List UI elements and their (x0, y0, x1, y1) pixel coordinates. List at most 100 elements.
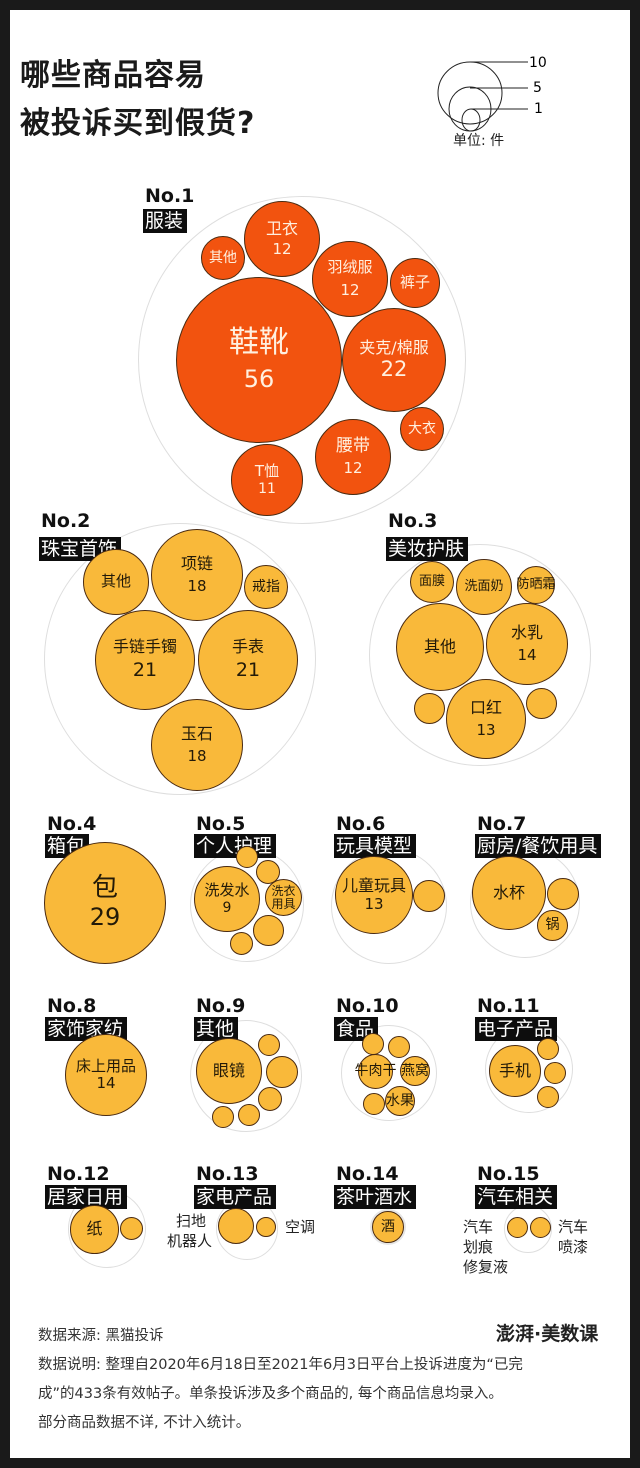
group-14-category: 茶叶酒水 (334, 1185, 417, 1209)
bubble-birdnest: 燕窝 (400, 1056, 430, 1086)
bubble-paper: 纸 (70, 1205, 119, 1254)
label-air-conditioner: 空调 (285, 1218, 316, 1236)
bubble-belt: 腰带 12 (315, 419, 391, 495)
group-6-rank: No.6 (336, 813, 386, 835)
group-14-rank: No.14 (336, 1163, 399, 1185)
bubble-sunscreen: 防晒霜 (517, 566, 556, 604)
legend-value-10: 10 (529, 55, 547, 71)
label-robot-vacuum-2: 机器人 (167, 1232, 213, 1250)
label-car-scratch-2: 划痕 (463, 1238, 494, 1256)
bubble-tshirt: T恤 11 (231, 444, 303, 516)
bubble-robot-vacuum (218, 1208, 254, 1244)
group-9-category: 其他 (194, 1017, 239, 1041)
bubble-pot: 锅 (537, 910, 568, 941)
bubble-bracelet: 手链手镯 21 (95, 610, 195, 710)
bubble-cleanser: 洗面奶 (456, 559, 512, 615)
legend-value-5: 5 (533, 80, 542, 96)
group-2-rank: No.2 (41, 510, 91, 532)
bubble-watch: 手表 21 (198, 610, 298, 710)
bubble-down-jacket: 羽绒服 12 (312, 241, 388, 317)
bubble-electronics-unlabeled-2 (544, 1062, 566, 1084)
size-legend (437, 61, 528, 132)
group-2-ring (44, 523, 316, 795)
group-1-category: 服装 (143, 209, 188, 233)
bubble-lipstick: 口红 13 (446, 679, 526, 759)
bubble-jade: 玉石 18 (151, 699, 243, 791)
group-3-category: 美妆护肤 (386, 537, 469, 561)
bubble-glasses: 眼镜 (196, 1038, 262, 1104)
legend-value-1: 1 (534, 101, 543, 117)
group-11-category: 电子产品 (475, 1017, 558, 1041)
group-5-rank: No.5 (196, 813, 246, 835)
group-7-rank: No.7 (477, 813, 527, 835)
bubble-misc-unlabeled-5 (212, 1106, 234, 1128)
bubble-necklace: 项链 18 (151, 529, 243, 621)
bubble-beauty-unlabeled-2 (526, 688, 557, 719)
group-10-rank: No.10 (336, 995, 399, 1017)
bubble-care-unlabeled-3 (253, 915, 284, 946)
group-9-ring (190, 1020, 302, 1132)
bubble-jewelry-other: 其他 (83, 549, 149, 615)
page-title-line2: 被投诉买到假货? (20, 106, 256, 141)
bubble-food-unlabeled-3 (363, 1093, 385, 1115)
bubble-electronics-unlabeled-1 (537, 1038, 559, 1060)
group-6-category: 玩具模型 (334, 834, 417, 858)
bubble-lotion: 水乳 14 (486, 603, 568, 685)
bubble-household-unlabeled (120, 1217, 143, 1240)
bubble-air-conditioner (256, 1217, 276, 1237)
group-1-ring (138, 196, 466, 524)
bubble-kitchen-unlabeled (547, 878, 579, 910)
bubble-bag: 包 29 (44, 842, 166, 964)
group-3-ring (369, 544, 591, 766)
group-3-rank: No.3 (388, 510, 438, 532)
bubble-clothes-other: 其他 (201, 236, 245, 280)
group-15-category: 汽车相关 (475, 1185, 558, 1209)
bubble-ring: 戒指 (244, 565, 288, 609)
bubble-food-unlabeled-1 (362, 1033, 384, 1055)
bubble-misc-unlabeled-3 (258, 1087, 282, 1111)
bubble-care-unlabeled-4 (230, 932, 253, 955)
bubble-food-unlabeled-2 (388, 1036, 410, 1058)
bubble-misc-unlabeled-1 (258, 1034, 280, 1056)
label-car-paint-1: 汽车 (558, 1218, 589, 1236)
bubble-jerky: 牛肉干 (355, 1054, 397, 1089)
label-robot-vacuum-1: 扫地 (176, 1212, 207, 1230)
page-title-line1: 哪些商品容易 (20, 58, 206, 93)
bubble-electronics-unlabeled-3 (537, 1086, 559, 1108)
group-9-rank: No.9 (196, 995, 246, 1017)
bubble-liquor: 酒 (372, 1211, 404, 1243)
group-13-category: 家电产品 (194, 1185, 277, 1209)
bubble-coat: 大衣 (400, 407, 444, 451)
label-car-scratch-1: 汽车 (463, 1218, 494, 1236)
bubble-shoes: 鞋靴 56 (176, 277, 342, 443)
group-1-rank: No.1 (145, 185, 195, 207)
bubble-jacket: 夹克/棉服 22 (342, 308, 446, 412)
group-12-rank: No.12 (47, 1163, 110, 1185)
bubble-phone: 手机 (489, 1045, 541, 1097)
bubble-fruit: 水果 (385, 1086, 415, 1116)
bubble-toys-unlabeled (413, 880, 445, 912)
group-4-rank: No.4 (47, 813, 97, 835)
bubble-pants: 裤子 (390, 258, 440, 308)
label-car-scratch-3: 修复液 (463, 1258, 509, 1276)
bubble-beauty-unlabeled-1 (414, 693, 445, 724)
bubble-cup: 水杯 (472, 856, 546, 930)
bubble-mask: 面膜 (410, 561, 454, 603)
bubble-care-unlabeled-1 (236, 846, 258, 868)
bubble-misc-unlabeled-2 (266, 1056, 298, 1088)
bubble-care-unlabeled-2 (256, 860, 280, 884)
group-15-rank: No.15 (477, 1163, 540, 1185)
group-7-category: 厨房/餐饮用具 (475, 834, 602, 858)
group-10-ring (341, 1025, 437, 1121)
legend-unit: 单位: 件 (453, 133, 505, 149)
bubble-kids-toys: 儿童玩具 13 (335, 856, 413, 934)
bubble-beauty-other: 其他 (396, 603, 484, 691)
bubble-misc-unlabeled-4 (238, 1104, 260, 1126)
group-13-rank: No.13 (196, 1163, 259, 1185)
data-note-line3: 部分商品数据不详, 不计入统计。 (38, 1415, 251, 1431)
bubble-car-scratch-repair (507, 1217, 528, 1238)
group-12-category: 居家日用 (45, 1185, 128, 1209)
bubble-bedding: 床上用品 14 (65, 1034, 147, 1116)
data-source: 数据来源: 黑猫投诉 (38, 1328, 164, 1344)
group-8-rank: No.8 (47, 995, 97, 1017)
